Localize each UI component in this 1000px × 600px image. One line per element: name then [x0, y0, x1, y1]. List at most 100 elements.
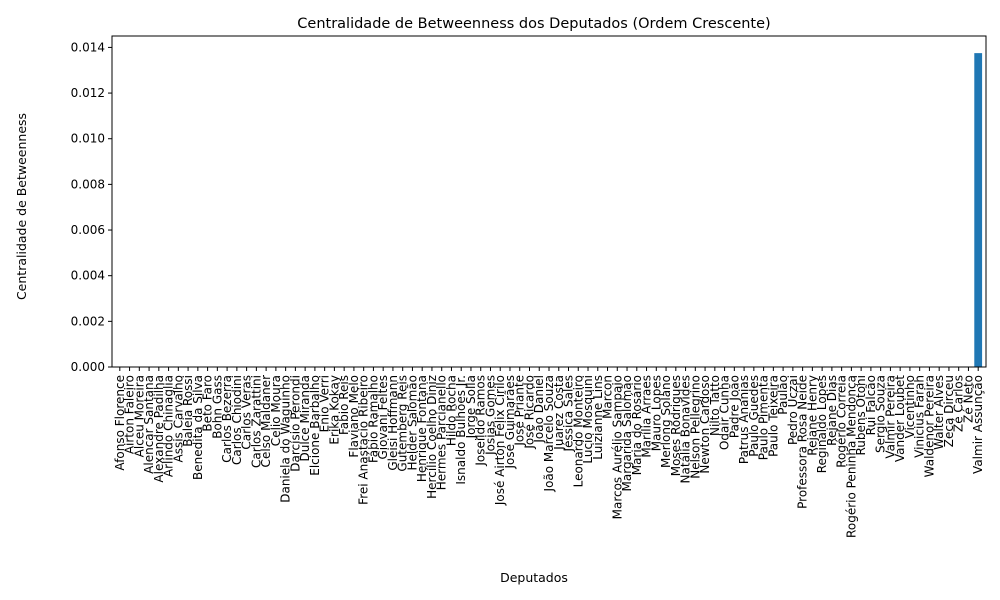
x-tick-label-43: João Daniel	[532, 375, 546, 444]
x-tick-label-2: Alceu Moreira	[132, 375, 146, 457]
x-tick-label-33: Hermes Parcianello	[435, 375, 449, 490]
x-tick-label-64: Patrus Ananias	[737, 375, 751, 464]
bar-88	[974, 53, 983, 367]
x-tick-label-87: Zé Neto	[961, 375, 975, 423]
x-tick-label-1: Airton Faleiro	[123, 375, 137, 454]
x-tick-label-59: Nelson Pellegrino	[688, 375, 702, 479]
x-tick-label-85: Zeca Dirceu	[942, 375, 956, 447]
x-tick-label-4: Alexandre Padilha	[152, 375, 166, 483]
x-tick-label-26: Fábio Ramalho	[366, 375, 380, 463]
x-tick-label-62: Odair Cunha	[718, 375, 732, 450]
x-tick-label-57: Moses Rodrigues	[669, 375, 683, 476]
y-tick-label-4: 0.008	[71, 177, 105, 191]
x-tick-label-76: Rubens Otoni	[854, 375, 868, 456]
x-tick-label-23: Fabio Reis	[337, 375, 351, 435]
x-tick-label-80: Vander Loubet	[893, 375, 907, 462]
x-tick-label-52: Margarida Salomão	[620, 375, 634, 491]
x-tick-label-14: Carlos Zarattini	[249, 375, 263, 468]
x-tick-label-6: Assis Carvalho	[171, 375, 185, 463]
x-tick-label-63: Padre João	[727, 375, 741, 438]
x-tick-label-53: Maria do Rosário	[630, 375, 644, 475]
x-tick-label-24: Flaviano Melo	[347, 375, 361, 458]
x-tick-label-38: Josias Gomes	[483, 375, 497, 456]
y-axis-label: Centralidade de Betweenness	[14, 113, 29, 300]
x-tick-label-84: Walter Alves	[932, 375, 946, 450]
x-tick-label-0: Afonso Florence	[113, 375, 127, 471]
x-tick-label-22: Erika Kokay	[327, 375, 341, 445]
x-tick-label-71: Rejane Henry	[805, 375, 819, 456]
x-tick-label-50: Marcon	[601, 375, 615, 419]
x-tick-label-61: Nilto Tatto	[708, 375, 722, 436]
x-tick-label-15: Celso Maldaner	[259, 375, 273, 468]
x-tick-label-21: Enio Verri	[318, 375, 332, 432]
x-tick-label-78: Sergio Souza	[874, 375, 888, 453]
x-tick-label-46: Jéssica Sales	[562, 375, 576, 452]
x-tick-label-18: Darcísio Perondi	[288, 375, 302, 472]
x-tick-label-54: Marília Arraes	[640, 375, 654, 458]
x-tick-label-28: Gleisi Hoffmann	[386, 375, 400, 471]
y-tick-label-6: 0.012	[71, 86, 105, 100]
x-tick-label-70: Professora Rosa Neide	[796, 375, 810, 509]
x-tick-label-74: Rogério Correia	[835, 375, 849, 468]
x-tick-label-36: Jorge Solla	[464, 375, 478, 439]
y-tick-label-5: 0.010	[71, 132, 105, 146]
x-tick-label-29: Gutemberg Reis	[396, 375, 410, 472]
x-tick-label-12: Carlos Chiodini	[230, 375, 244, 465]
x-tick-label-17: Daniela do Waguinho	[279, 375, 293, 503]
x-tick-label-30: Helder Salomão	[405, 375, 419, 471]
y-tick-label-2: 0.004	[71, 269, 105, 283]
x-tick-label-35: Isnaldo Bulhões Jr.	[454, 375, 468, 485]
x-tick-label-48: Lucio Mosquini	[581, 375, 595, 464]
x-tick-label-58: Natália Bonavides	[679, 375, 693, 483]
x-tick-label-73: Rejane Dias	[825, 375, 839, 446]
chart-title: Centralidade de Betweenness dos Deputado…	[297, 16, 770, 32]
x-tick-label-32: Hercílio Coelho Diniz	[425, 375, 439, 499]
x-tick-label-60: Newton Cardoso	[698, 375, 712, 474]
x-tick-label-19: Dulce Miranda	[298, 375, 312, 462]
x-tick-label-20: Elcione Barbalho	[308, 375, 322, 476]
x-tick-label-51: Marcos Aurélio Sampaio	[610, 375, 624, 519]
x-tick-label-75: Rogério Peninha Mendonça	[844, 375, 858, 538]
x-tick-label-68: Paulão	[776, 375, 790, 415]
x-tick-label-10: Bohn Gass	[210, 375, 224, 439]
y-tick-label-0: 0.000	[71, 360, 105, 374]
x-tick-label-82: Vinicius Farah	[913, 375, 927, 458]
x-tick-label-34: Hildo Rocha	[444, 375, 458, 446]
x-tick-label-41: José Priante	[513, 375, 527, 447]
x-tick-label-9: Beto Faro	[201, 375, 215, 432]
x-tick-label-56: Merlong Solano	[659, 375, 673, 468]
x-tick-label-86: Zé Carlos	[952, 375, 966, 432]
x-tick-label-5: Arlindo Chinaglia	[162, 375, 176, 477]
y-axis: 0.000 0.002 0.004 0.006 0.008 0.010 0.012 0.014	[71, 40, 112, 374]
x-tick-label-42: José Ricardo	[522, 375, 536, 450]
y-tick-label-7: 0.014	[71, 40, 105, 54]
x-tick-label-16: Celio Moura	[269, 375, 283, 446]
x-tick-label-69: Pedro Uczai	[786, 375, 800, 445]
x-tick-label-40: José Guimarães	[503, 375, 517, 470]
x-tick-label-66: Paulo Pimenta	[757, 375, 771, 460]
x-tick-label-7: Baleia Rossi	[181, 375, 195, 447]
y-tick-label-1: 0.002	[71, 314, 105, 328]
x-tick-label-55: Mauro Lopes	[649, 375, 663, 451]
x-tick-label-13: Carlos Veras	[240, 375, 254, 450]
x-tick-label-79: Valmir Pereira	[883, 375, 897, 459]
x-tick-label-83: Waldenor Pereira	[922, 375, 936, 477]
bars-group	[974, 53, 983, 367]
x-tick-label-31: Henrique Fontana	[415, 375, 429, 482]
x-tick-label-88: Valmir Assunção	[971, 375, 985, 474]
x-tick-label-25: Frei Anastacio Ribeiro	[357, 375, 371, 505]
x-tick-label-47: Leonardo Monteiro	[571, 375, 585, 487]
x-tick-label-81: Vicentinho	[903, 375, 917, 438]
x-tick-label-8: Benedita da Silva	[191, 375, 205, 480]
y-tick-label-3: 0.006	[71, 223, 105, 237]
x-tick-label-37: Joseildo Ramos	[474, 375, 488, 467]
x-tick-label-11: Carlos Bezerra	[220, 375, 234, 463]
x-tick-label-49: Luizianne Lins	[591, 375, 605, 460]
x-axis-label: Deputados	[500, 570, 568, 585]
plot-frame	[111, 35, 987, 368]
x-tick-label-3: Alencar Santana	[142, 375, 156, 474]
x-tick-label-77: Rui Falcão	[864, 375, 878, 435]
x-tick-label-39: José Airton Félix Cirilo	[493, 375, 507, 506]
